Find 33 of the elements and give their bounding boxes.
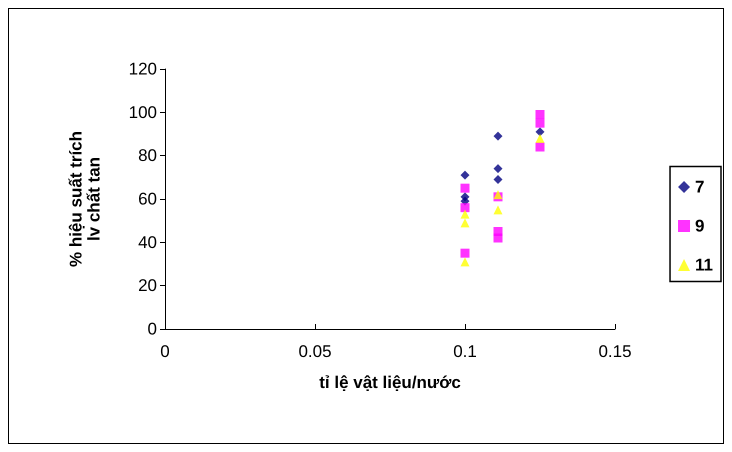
x-axis-title: tỉ lệ vật liệu/nước — [319, 373, 461, 392]
point — [536, 110, 544, 119]
point — [494, 205, 502, 214]
x-tick-label: 0.05 — [298, 342, 332, 361]
point — [460, 184, 470, 193]
y-tick-label: 20 — [138, 276, 157, 296]
point — [536, 134, 544, 143]
y-tick-label: 80 — [138, 146, 157, 166]
y-tick-label: 120 — [128, 60, 157, 78]
point — [460, 218, 470, 228]
point — [494, 164, 502, 174]
point — [460, 203, 470, 212]
point — [536, 127, 544, 136]
point — [536, 142, 544, 152]
legend-label: 7 — [695, 178, 704, 196]
point — [460, 248, 470, 258]
y-tick-label: 60 — [138, 190, 157, 208]
x-tick-label: 0 — [160, 342, 170, 361]
point — [460, 257, 470, 266]
legend-label: 11 — [695, 256, 714, 274]
legend-label: 9 — [695, 216, 704, 236]
point — [494, 234, 502, 242]
point — [494, 175, 502, 184]
y-axis-title: % hiệu suất trích lv chất tan — [66, 130, 104, 268]
point — [536, 118, 544, 128]
point — [460, 210, 470, 219]
point — [460, 170, 470, 180]
x-tick-label: 0.15 — [598, 342, 632, 361]
x-tick-label: 0.1 — [453, 342, 477, 361]
point — [494, 132, 502, 141]
y-tick-label: 40 — [138, 232, 157, 252]
y-tick-label: 0 — [148, 320, 157, 338]
y-tick-label: 100 — [128, 102, 157, 122]
